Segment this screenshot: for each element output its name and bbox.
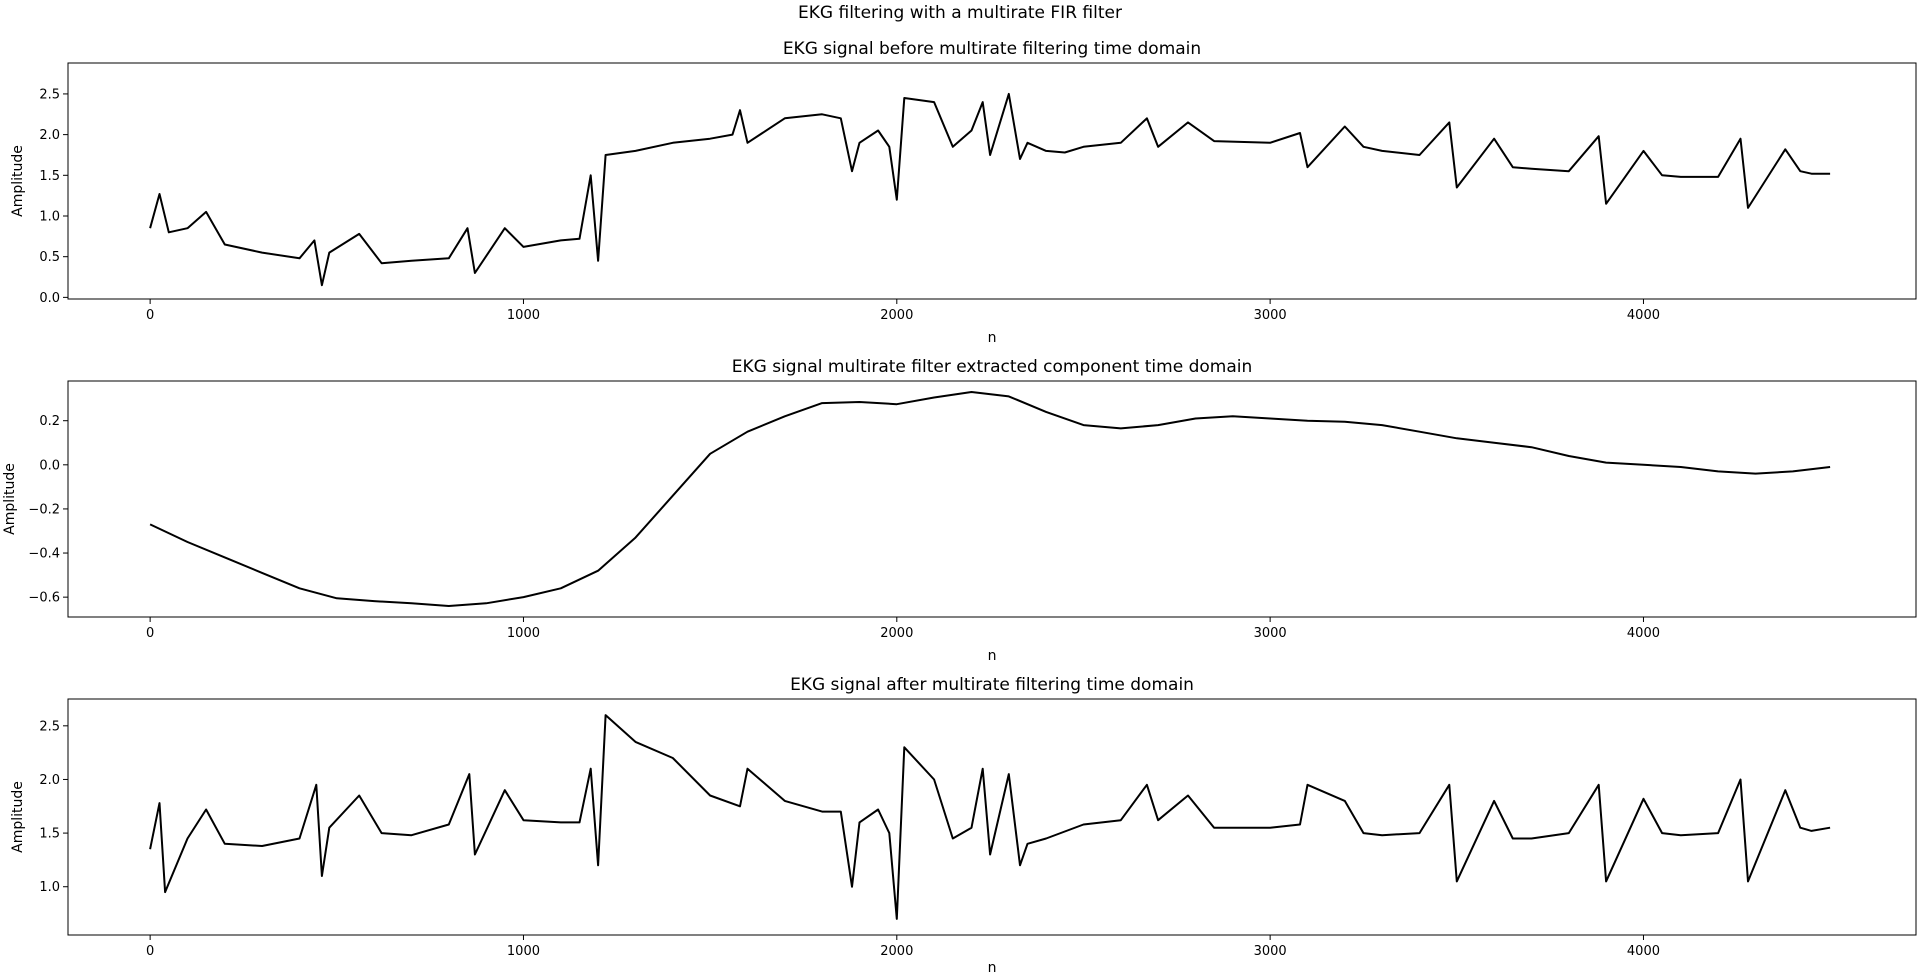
x-tick-label: 3000 [1254,626,1287,641]
x-tick-label: 0 [146,626,154,641]
axis-ticks: 0 1000 2000 3000 4000 −0.6 −0.4 −0.2 0.0 0.2 [28,414,1660,641]
y-axis-label: Amplitude [2,463,18,535]
axis-ticks: 0 1000 2000 3000 4000 0.0 0.5 1.0 1.5 2.0 2.5 [39,87,1660,323]
x-tick-label: 0 [146,944,154,959]
y-tick-label: 1.5 [39,169,60,184]
x-tick-label: 4000 [1627,626,1660,641]
y-tick-label: −0.6 [28,591,60,606]
panel-title: EKG signal before multirate filtering ti… [783,39,1201,59]
y-tick-label: 1.0 [39,880,60,895]
x-tick-label: 2000 [880,308,913,323]
y-tick-label: 1.5 [39,827,60,842]
y-axis-label: Amplitude [10,781,26,853]
y-tick-label: 1.0 [39,209,60,224]
series-line [149,92,1831,287]
y-tick-label: 0.0 [39,291,60,306]
plot-area [149,92,1831,287]
x-tick-label: 0 [146,308,154,323]
x-axis-label: n [988,648,997,664]
y-tick-label: 2.5 [39,87,60,102]
series-line [149,714,1831,920]
y-tick-label: 0.0 [39,458,60,473]
panel-extracted-component: EKG signal multirate filter extracted co… [2,357,1917,664]
axes-frame [67,62,1917,300]
x-tick-label: 4000 [1627,308,1660,323]
panel-title: EKG signal after multirate filtering tim… [790,675,1194,695]
x-axis-label: n [988,960,997,973]
x-tick-label: 3000 [1254,944,1287,959]
y-tick-label: 2.0 [39,128,60,143]
x-tick-label: 1000 [507,944,540,959]
x-tick-label: 1000 [507,308,540,323]
y-tick-label: 0.5 [39,250,60,265]
y-tick-label: 2.0 [39,773,60,788]
x-tick-label: 1000 [507,626,540,641]
y-tick-label: −0.4 [28,547,60,562]
y-tick-label: 0.2 [39,414,60,429]
y-tick-label: −0.2 [28,502,60,517]
panel-title: EKG signal multirate filter extracted co… [732,357,1253,377]
axis-ticks: 0 1000 2000 3000 4000 1.0 1.5 2.0 2.5 [39,719,1660,959]
plot-area [149,714,1831,920]
figure-suptitle: EKG filtering with a multirate FIR filte… [798,3,1122,23]
x-tick-label: 4000 [1627,944,1660,959]
panel-before-filtering: EKG signal before multirate filtering ti… [10,39,1917,346]
x-tick-label: 2000 [880,626,913,641]
plot-area [149,391,1831,607]
panel-after-filtering: EKG signal after multirate filtering tim… [10,675,1917,973]
x-tick-label: 3000 [1254,308,1287,323]
y-axis-label: Amplitude [10,145,26,217]
x-tick-label: 2000 [880,944,913,959]
y-tick-label: 2.5 [39,719,60,734]
axes-frame [67,380,1917,618]
series-line [149,391,1831,607]
x-axis-label: n [988,330,997,346]
axes-frame [67,698,1917,936]
